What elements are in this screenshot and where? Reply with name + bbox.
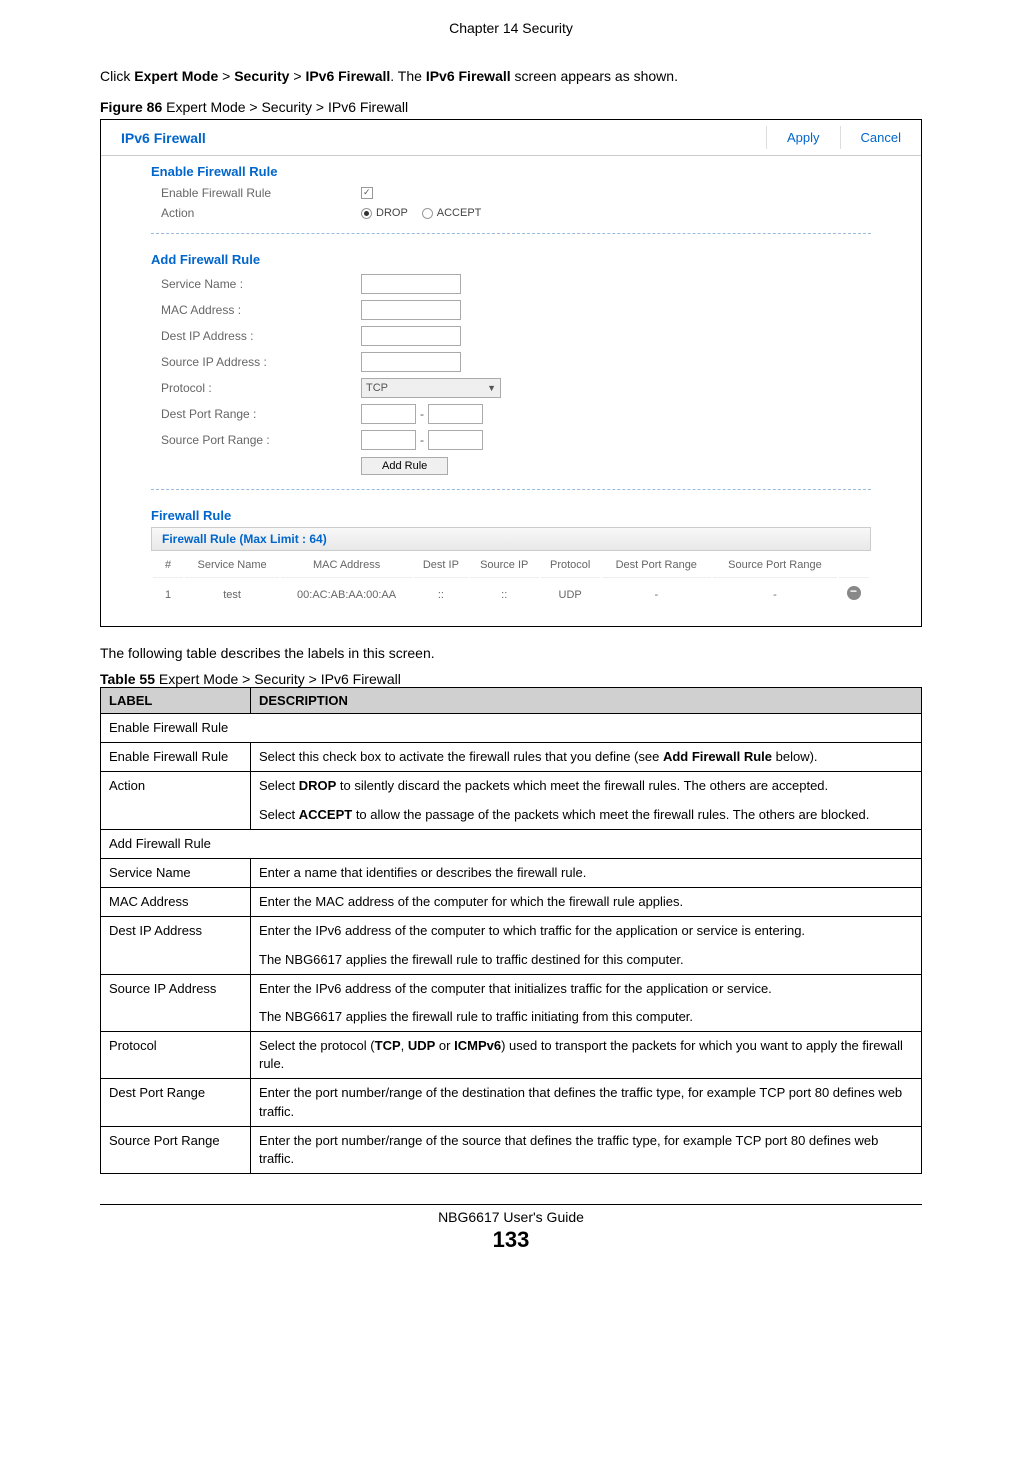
col-mac: MAC Address — [281, 553, 412, 578]
source-port-to-input[interactable] — [428, 430, 483, 450]
service-name-input[interactable] — [361, 274, 461, 294]
col-num: # — [153, 553, 183, 578]
col-srcip: Source IP — [470, 553, 539, 578]
label-cell: Dest Port Range — [101, 1079, 251, 1126]
dest-ip-input[interactable] — [361, 326, 461, 346]
enable-firewall-checkbox[interactable] — [361, 187, 373, 199]
desc-cell: Enter a name that identifies or describe… — [251, 858, 922, 887]
dest-port-from-input[interactable] — [361, 404, 416, 424]
label-cell: Protocol — [101, 1032, 251, 1079]
page-footer: NBG6617 User's Guide 133 — [100, 1204, 922, 1253]
accept-label: ACCEPT — [437, 207, 482, 219]
table-intro: The following table describes the labels… — [100, 645, 922, 661]
label-cell: Service Name — [101, 858, 251, 887]
add-rule-button[interactable]: Add Rule — [361, 457, 448, 475]
desc-cell: Enter the IPv6 address of the computer t… — [251, 974, 922, 1031]
source-ip-label: Source IP Address : — [161, 355, 361, 369]
desc-cell: Select the protocol (TCP, UDP or ICMPv6)… — [251, 1032, 922, 1079]
desc-cell: Enter the port number/range of the desti… — [251, 1079, 922, 1126]
desc-cell: Enter the port number/range of the sourc… — [251, 1126, 922, 1173]
figure-caption: Figure 86 Expert Mode > Security > IPv6 … — [100, 99, 922, 115]
dest-port-to-input[interactable] — [428, 404, 483, 424]
divider — [151, 489, 871, 490]
col-service: Service Name — [185, 553, 279, 578]
table-row: 1 test 00:AC:AB:AA:00:AA :: :: UDP - - — [153, 580, 869, 609]
label-cell: Action — [101, 772, 251, 829]
desc-cell: Select this check box to activate the fi… — [251, 743, 922, 772]
section-row: Enable Firewall Rule — [101, 714, 922, 743]
intro-paragraph: Click Expert Mode > Security > IPv6 Fire… — [100, 66, 922, 87]
page-number: 133 — [100, 1227, 922, 1253]
dest-ip-label: Dest IP Address : — [161, 329, 361, 343]
source-port-from-input[interactable] — [361, 430, 416, 450]
desc-cell: Enter the MAC address of the computer fo… — [251, 888, 922, 917]
service-name-label: Service Name : — [161, 277, 361, 291]
description-table: LABEL DESCRIPTION Enable Firewall RuleEn… — [100, 687, 922, 1174]
col-label: LABEL — [101, 688, 251, 714]
protocol-label: Protocol : — [161, 381, 361, 395]
source-ip-input[interactable] — [361, 352, 461, 372]
label-cell: Enable Firewall Rule — [101, 743, 251, 772]
drop-label: DROP — [376, 207, 408, 219]
dest-port-label: Dest Port Range : — [161, 407, 361, 421]
section-enable-firewall: Enable Firewall Rule — [101, 156, 921, 183]
col-description: DESCRIPTION — [251, 688, 922, 714]
delete-icon[interactable] — [847, 586, 861, 600]
chapter-header: Chapter 14 Security — [60, 20, 962, 36]
section-firewall-rule: Firewall Rule — [101, 500, 921, 527]
col-destport: Dest Port Range — [602, 553, 711, 578]
desc-cell: Select DROP to silently discard the pack… — [251, 772, 922, 829]
label-cell: MAC Address — [101, 888, 251, 917]
col-destip: Dest IP — [414, 553, 468, 578]
table-caption: Table 55 Expert Mode > Security > IPv6 F… — [100, 671, 922, 687]
col-srcport: Source Port Range — [713, 553, 837, 578]
screenshot-figure: IPv6 Firewall Apply Cancel Enable Firewa… — [100, 119, 922, 627]
desc-cell: Enter the IPv6 address of the computer t… — [251, 917, 922, 974]
label-cell: Dest IP Address — [101, 917, 251, 974]
source-port-label: Source Port Range : — [161, 433, 361, 447]
action-label: Action — [161, 206, 361, 220]
label-cell: Source IP Address — [101, 974, 251, 1031]
cancel-button[interactable]: Cancel — [840, 126, 921, 149]
panel-title: IPv6 Firewall — [101, 130, 766, 146]
apply-button[interactable]: Apply — [766, 126, 840, 149]
rule-table-header: Firewall Rule (Max Limit : 64) — [151, 527, 871, 551]
accept-radio[interactable] — [422, 208, 433, 219]
col-proto: Protocol — [541, 553, 600, 578]
section-row: Add Firewall Rule — [101, 829, 922, 858]
drop-radio[interactable] — [361, 208, 372, 219]
enable-firewall-label: Enable Firewall Rule — [161, 186, 361, 200]
firewall-rule-table: # Service Name MAC Address Dest IP Sourc… — [151, 551, 871, 611]
divider — [151, 233, 871, 234]
section-add-firewall: Add Firewall Rule — [101, 244, 921, 271]
mac-address-input[interactable] — [361, 300, 461, 320]
chevron-down-icon: ▼ — [487, 383, 496, 393]
label-cell: Source Port Range — [101, 1126, 251, 1173]
protocol-select[interactable]: TCP▼ — [361, 378, 501, 398]
mac-address-label: MAC Address : — [161, 303, 361, 317]
